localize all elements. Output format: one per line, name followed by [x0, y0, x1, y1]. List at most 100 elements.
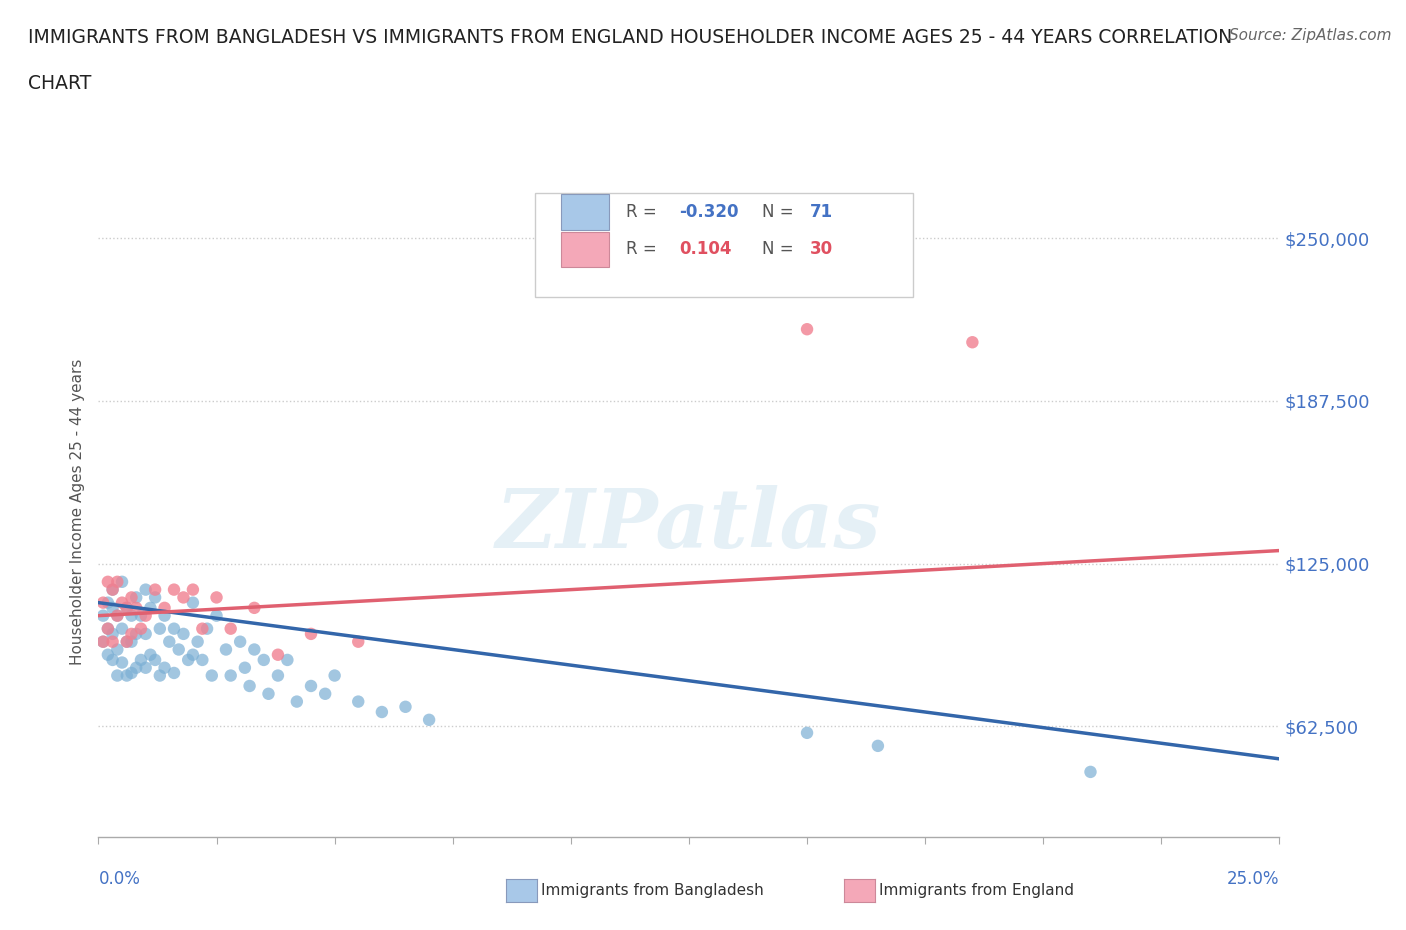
Point [135, 582, 157, 597]
Point [201, 668, 224, 683]
Point [347, 694, 370, 709]
Text: Immigrants from Bangladesh: Immigrants from Bangladesh [541, 883, 763, 897]
Point [191, 653, 214, 668]
Point [233, 660, 256, 675]
Point [121, 666, 143, 681]
Text: Immigrants from England: Immigrants from England [879, 883, 1074, 897]
Point [229, 634, 252, 649]
Text: N =: N = [762, 204, 794, 221]
Point [163, 582, 186, 597]
Point [105, 642, 128, 657]
Point [153, 660, 176, 675]
Point [163, 621, 186, 636]
Point [253, 653, 276, 668]
Point [143, 582, 166, 597]
Point [129, 653, 152, 668]
Text: N =: N = [762, 241, 794, 259]
Text: 71: 71 [810, 204, 832, 221]
Point [115, 668, 138, 683]
Point [418, 712, 440, 727]
Point [219, 621, 242, 636]
Point [866, 738, 889, 753]
Point [101, 582, 124, 597]
Point [299, 679, 322, 694]
Point [205, 590, 228, 604]
Point [129, 621, 152, 636]
Point [101, 634, 124, 649]
Point [111, 655, 134, 670]
Text: 0.104: 0.104 [679, 241, 733, 259]
Point [796, 725, 818, 740]
Point [239, 679, 262, 694]
Point [157, 634, 180, 649]
FancyBboxPatch shape [561, 232, 609, 268]
Point [125, 627, 148, 642]
Point [115, 634, 138, 649]
Text: 0.0%: 0.0% [98, 870, 141, 887]
Point [129, 608, 152, 623]
Point [115, 601, 138, 616]
Point [219, 668, 242, 683]
Point [143, 590, 166, 604]
Point [91, 608, 114, 623]
Point [105, 575, 128, 590]
Point [314, 686, 336, 701]
Point [167, 642, 190, 657]
Point [121, 627, 143, 642]
Y-axis label: Householder Income Ages 25 - 44 years: Householder Income Ages 25 - 44 years [69, 358, 84, 665]
FancyBboxPatch shape [536, 193, 914, 297]
Point [267, 647, 290, 662]
Point [962, 335, 984, 350]
Point [105, 608, 128, 623]
Point [125, 601, 148, 616]
Text: CHART: CHART [28, 74, 91, 93]
Point [243, 642, 266, 657]
Point [121, 590, 143, 604]
Point [101, 601, 124, 616]
Point [257, 686, 280, 701]
Point [97, 621, 120, 636]
Text: -0.320: -0.320 [679, 204, 740, 221]
Text: R =: R = [626, 204, 657, 221]
Point [172, 627, 194, 642]
Point [371, 705, 394, 720]
Text: Source: ZipAtlas.com: Source: ZipAtlas.com [1229, 28, 1392, 43]
Point [111, 575, 134, 590]
Text: 25.0%: 25.0% [1227, 870, 1279, 887]
Point [323, 668, 346, 683]
Point [143, 653, 166, 668]
Point [97, 621, 120, 636]
Point [177, 653, 200, 668]
Point [139, 647, 162, 662]
Point [285, 694, 308, 709]
Point [91, 634, 114, 649]
Point [125, 590, 148, 604]
Point [139, 601, 162, 616]
Point [101, 627, 124, 642]
Point [125, 660, 148, 675]
Point [187, 634, 209, 649]
Point [1080, 764, 1102, 779]
Point [101, 653, 124, 668]
Point [299, 627, 322, 642]
Point [243, 601, 266, 616]
Text: ZIPatlas: ZIPatlas [496, 485, 882, 565]
Point [97, 647, 120, 662]
Point [172, 590, 194, 604]
Point [153, 601, 176, 616]
Point [276, 653, 298, 668]
Text: 30: 30 [810, 241, 832, 259]
Point [394, 699, 416, 714]
Point [111, 595, 134, 610]
Point [91, 634, 114, 649]
FancyBboxPatch shape [561, 194, 609, 231]
Text: IMMIGRANTS FROM BANGLADESH VS IMMIGRANTS FROM ENGLAND HOUSEHOLDER INCOME AGES 25: IMMIGRANTS FROM BANGLADESH VS IMMIGRANTS… [28, 28, 1233, 46]
Point [101, 582, 124, 597]
Point [267, 668, 290, 683]
Point [153, 608, 176, 623]
Text: R =: R = [626, 241, 657, 259]
Point [135, 627, 157, 642]
Point [195, 621, 218, 636]
Point [163, 666, 186, 681]
Point [97, 575, 120, 590]
